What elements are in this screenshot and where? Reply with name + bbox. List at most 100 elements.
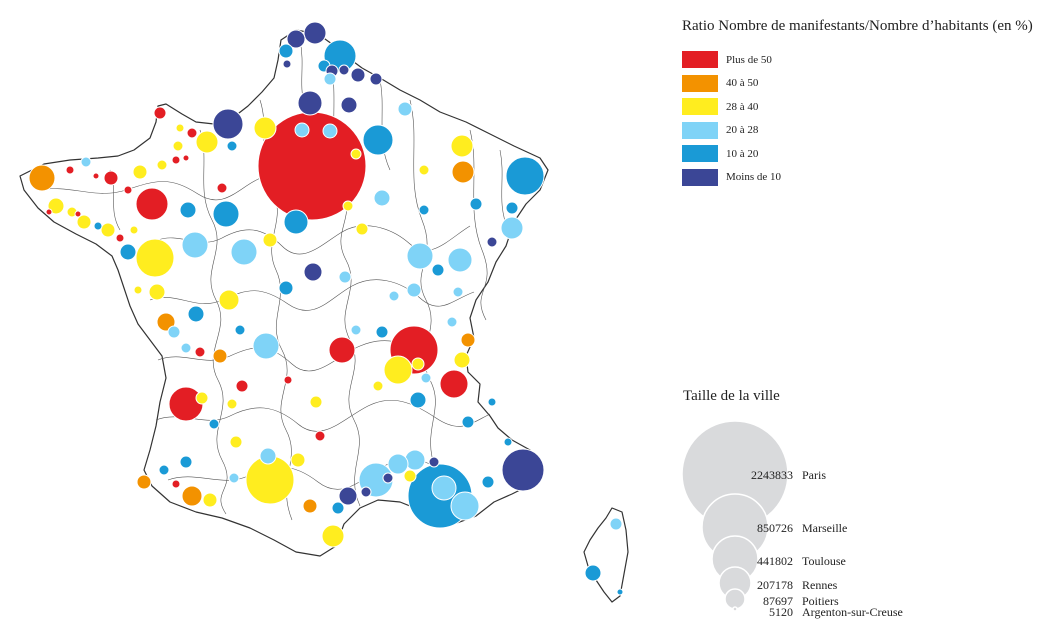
- city-marker: [411, 357, 425, 371]
- city-marker: [179, 201, 197, 219]
- city-marker: [382, 472, 394, 484]
- city-marker: [409, 391, 427, 409]
- city-marker: [74, 210, 82, 218]
- city-marker: [331, 501, 345, 515]
- city-marker: [283, 375, 293, 385]
- city-marker: [92, 172, 100, 180]
- size-legend-circles: [681, 420, 789, 612]
- city-name: Argenton-sur-Creuse: [802, 605, 903, 619]
- city-marker: [156, 159, 168, 171]
- city-marker: [181, 485, 203, 507]
- legend-swatch: [682, 74, 718, 92]
- city-marker: [388, 290, 400, 302]
- city-marker: [119, 243, 137, 261]
- legend-item: 28 à 40: [682, 95, 1033, 119]
- city-marker: [450, 491, 480, 521]
- city-marker: [212, 348, 228, 364]
- city-marker: [208, 418, 220, 430]
- city-marker: [446, 316, 458, 328]
- city-marker: [375, 325, 389, 339]
- city-marker: [418, 164, 430, 176]
- city-marker: [230, 238, 258, 266]
- city-marker: [218, 289, 240, 311]
- city-marker: [168, 386, 204, 422]
- size-legend-entry: 850726 Marseille: [733, 522, 847, 534]
- city-marker: [229, 435, 243, 449]
- population-value: 441802: [757, 554, 793, 568]
- legend-swatch: [682, 145, 718, 163]
- city-marker: [487, 397, 497, 407]
- city-marker: [286, 29, 306, 49]
- city-marker: [460, 332, 476, 348]
- city-marker: [278, 43, 294, 59]
- city-marker: [228, 472, 240, 484]
- city-marker: [182, 154, 190, 162]
- city-marker: [283, 209, 309, 235]
- city-name: Poitiers: [802, 594, 839, 608]
- city-marker: [100, 222, 116, 238]
- size-legend-entry: 207178 Rennes: [733, 579, 837, 591]
- legend-swatch: [682, 51, 718, 69]
- size-legend-entry: 5120 Argenton-sur-Creuse: [733, 606, 903, 618]
- city-marker: [195, 391, 209, 405]
- legend-label: Plus de 50: [726, 53, 772, 66]
- city-name: Rennes: [802, 578, 838, 592]
- color-legend: Ratio Nombre de manifestants/Nombre d’ha…: [682, 18, 1033, 189]
- city-marker: [171, 479, 181, 489]
- city-marker: [450, 134, 474, 158]
- population-value: 87697: [763, 594, 793, 608]
- city-name: Toulouse: [802, 554, 846, 568]
- city-marker: [262, 232, 278, 248]
- city-marker: [500, 216, 524, 240]
- city-marker: [616, 588, 624, 596]
- city-marker: [172, 140, 184, 152]
- city-marker: [132, 164, 148, 180]
- city-marker: [609, 517, 623, 531]
- city-marker: [420, 372, 432, 384]
- city-marker: [584, 564, 602, 582]
- city-marker: [171, 155, 181, 165]
- city-marker: [338, 64, 350, 76]
- legend-item: Moins de 10: [682, 166, 1033, 190]
- city-marker: [76, 214, 92, 230]
- city-marker: [115, 233, 125, 243]
- city-marker: [505, 201, 519, 215]
- city-marker: [135, 238, 175, 278]
- city-marker: [355, 222, 369, 236]
- legend-label: Moins de 10: [726, 171, 781, 184]
- legend-item: 10 à 20: [682, 142, 1033, 166]
- city-marker: [387, 453, 409, 475]
- legend-item: Plus de 50: [682, 48, 1033, 72]
- city-marker: [328, 336, 356, 364]
- city-marker: [322, 123, 338, 139]
- legend-swatch: [682, 121, 718, 139]
- city-marker: [186, 127, 198, 139]
- city-marker: [194, 346, 206, 358]
- city-marker: [469, 197, 483, 211]
- city-marker: [302, 498, 318, 514]
- legend-swatch: [682, 98, 718, 116]
- city-marker: [447, 247, 473, 273]
- city-marker: [340, 96, 358, 114]
- city-marker: [175, 123, 185, 133]
- city-marker: [453, 351, 471, 369]
- city-marker: [294, 122, 310, 138]
- city-marker: [226, 398, 238, 410]
- city-marker: [338, 486, 358, 506]
- city-marker: [362, 124, 394, 156]
- population-value: 207178: [757, 578, 793, 592]
- city-marker: [439, 369, 469, 399]
- city-marker: [297, 90, 323, 116]
- city-marker: [486, 236, 498, 248]
- size-legend-entry: 87697 Poitiers: [733, 595, 839, 607]
- city-marker: [179, 455, 193, 469]
- city-marker: [123, 185, 133, 195]
- legend-title: Ratio Nombre de manifestants/Nombre d’ha…: [682, 18, 1033, 34]
- city-marker: [129, 225, 139, 235]
- city-marker: [167, 325, 181, 339]
- legend-label: 40 à 50: [726, 77, 759, 90]
- city-marker: [323, 72, 337, 86]
- city-marker: [93, 221, 103, 231]
- city-marker: [133, 285, 143, 295]
